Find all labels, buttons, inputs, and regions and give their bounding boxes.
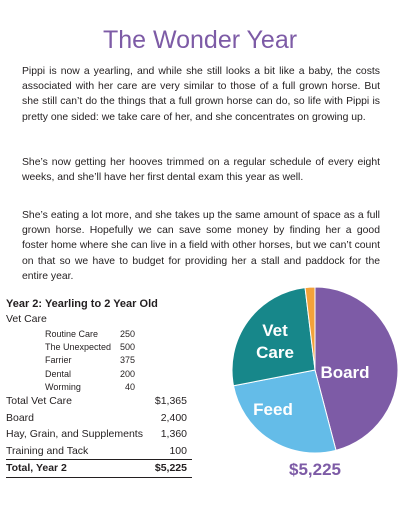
row-value: $1,365 <box>154 395 187 407</box>
item-label: Dental <box>45 368 72 379</box>
paragraph: Pippi is now a yearling, and while she s… <box>22 66 380 123</box>
item-label: Routine Care <box>45 329 99 339</box>
title: The Wonder Year <box>102 26 298 54</box>
item-value: 375 <box>119 355 135 366</box>
pie-caption: $5,225 <box>289 460 341 479</box>
item-value: 250 <box>119 329 135 339</box>
slice-label: Board <box>320 363 370 382</box>
rule <box>6 459 192 460</box>
row-label: Hay, Grain, and Supplements <box>6 428 143 440</box>
section-label: Vet Care <box>6 313 47 325</box>
row-label: Total Vet Care <box>6 395 72 407</box>
paragraph: She’s now getting her hooves trimmed on … <box>22 157 380 184</box>
item-label: The Unexpected <box>45 342 112 353</box>
row-value: 2,400 <box>160 411 187 424</box>
pie-slice <box>304 286 316 371</box>
slice-label: Vet Care <box>256 321 294 362</box>
row-label: Board <box>6 411 35 424</box>
row-value: 100 <box>169 444 187 457</box>
table-title: Year 2: Yearling to 2 Year Old <box>6 298 158 310</box>
slice-label: Feed <box>253 400 293 419</box>
rule <box>6 477 192 478</box>
item-value: 200 <box>119 368 135 379</box>
total-value: $5,225 <box>154 462 187 474</box>
pie-slice <box>314 286 399 451</box>
item-value: 500 <box>119 342 135 353</box>
pie-slice <box>232 369 337 454</box>
row-label: Training and Tack <box>6 444 89 457</box>
item-value: 40 <box>124 381 135 392</box>
item-label: Worming <box>45 381 81 392</box>
pie-slice <box>231 287 316 387</box>
row-value: 1,360 <box>160 428 187 440</box>
item-label: Farrier <box>45 355 72 366</box>
paragraph: She’s eating a lot more, and she takes u… <box>22 210 380 282</box>
total-label: Total, Year 2 <box>6 462 67 474</box>
